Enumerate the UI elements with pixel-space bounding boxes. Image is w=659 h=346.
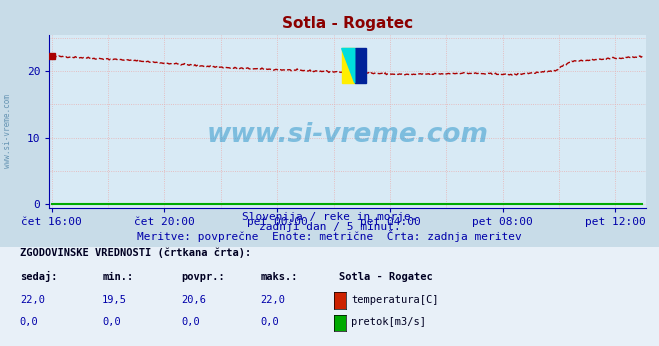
Text: Meritve: povprečne  Enote: metrične  Črta: zadnja meritev: Meritve: povprečne Enote: metrične Črta:…: [137, 230, 522, 243]
Text: 0,0: 0,0: [102, 317, 121, 327]
Text: 22,0: 22,0: [20, 295, 45, 305]
Text: temperatura[C]: temperatura[C]: [351, 295, 439, 305]
Bar: [341, 48, 355, 83]
Bar: [355, 48, 366, 83]
Text: zadnji dan / 5 minut.: zadnji dan / 5 minut.: [258, 222, 401, 232]
Text: 20,6: 20,6: [181, 295, 206, 305]
Text: maks.:: maks.:: [260, 272, 298, 282]
Text: 19,5: 19,5: [102, 295, 127, 305]
Text: www.si-vreme.com: www.si-vreme.com: [3, 94, 13, 169]
Polygon shape: [341, 48, 355, 83]
Text: Slovenija / reke in morje.: Slovenija / reke in morje.: [242, 212, 417, 222]
Text: 22,0: 22,0: [260, 295, 285, 305]
Text: pretok[m3/s]: pretok[m3/s]: [351, 317, 426, 327]
Text: 0,0: 0,0: [260, 317, 279, 327]
Text: 0,0: 0,0: [181, 317, 200, 327]
Text: Sotla - Rogatec: Sotla - Rogatec: [339, 272, 433, 282]
Title: Sotla - Rogatec: Sotla - Rogatec: [282, 16, 413, 31]
Text: min.:: min.:: [102, 272, 133, 282]
Text: ZGODOVINSKE VREDNOSTI (črtkana črta):: ZGODOVINSKE VREDNOSTI (črtkana črta):: [20, 247, 251, 258]
Text: povpr.:: povpr.:: [181, 272, 225, 282]
Text: sedaj:: sedaj:: [20, 271, 57, 282]
Text: 0,0: 0,0: [20, 317, 38, 327]
Text: www.si-vreme.com: www.si-vreme.com: [207, 122, 488, 148]
